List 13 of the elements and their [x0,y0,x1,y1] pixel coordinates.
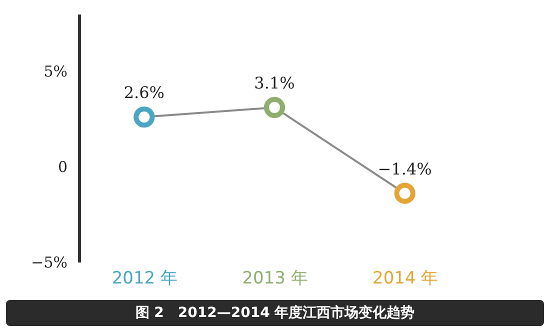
y-tick-label: 5% [44,62,68,81]
text: 2.6% [124,83,164,102]
x-tick-label: 2012 年 [112,268,178,288]
point [394,182,416,204]
y-tick-label: −5% [31,254,68,272]
point [134,106,155,128]
text: 图 2 2012—2014 年度江西市场变化趋势 [6,300,544,326]
text: −1.4% [378,159,432,178]
text: 3.1% [254,73,295,92]
x-tick-label: 2014 年 [372,268,438,288]
point [264,96,286,118]
y-tick-label: 0 [58,158,68,176]
x-tick-label: 2013 年 [242,268,308,288]
